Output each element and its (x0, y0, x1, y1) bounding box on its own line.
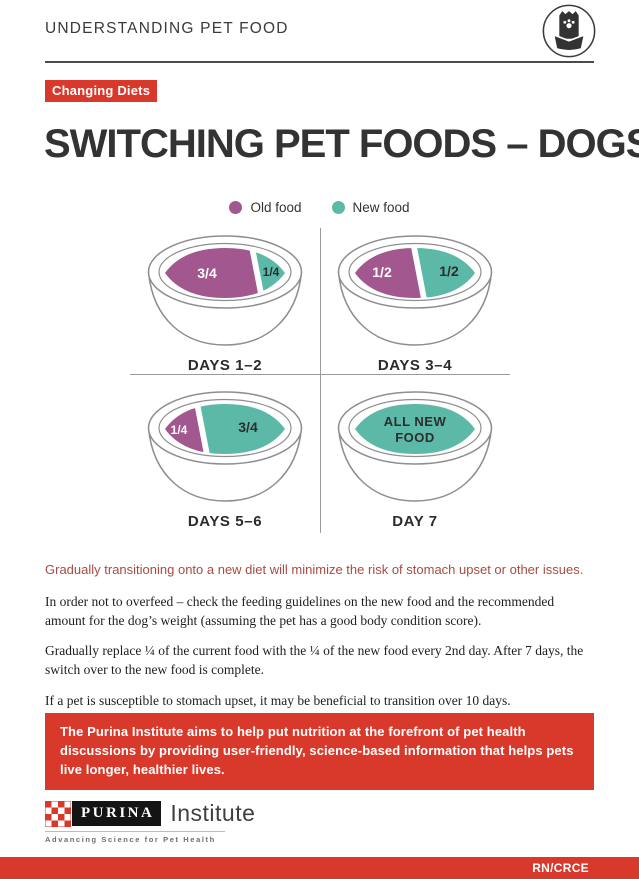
legend-item-new-food: New food (331, 200, 410, 215)
bowl-label: DAYS 3–4 (377, 357, 453, 374)
bowl-illustration: ALL NEW FOOD (337, 391, 493, 502)
purina-institute-callout: The Purina Institute aims to help put nu… (45, 713, 594, 790)
fraction-new: 1/2 (439, 263, 459, 279)
purina-wordmark: PURINA (72, 801, 162, 826)
bowl-label: DAYS 5–6 (187, 513, 263, 530)
body-paragraphs: In order not to overfeed – check the fee… (45, 592, 594, 721)
bowl-day-7: ALL NEW FOOD DAY 7 (320, 388, 510, 530)
category-badge: Changing Diets (45, 80, 158, 102)
legend-label: Old food (250, 200, 302, 215)
bowl-illustration: 1/4 3/4 (147, 391, 303, 502)
bowl-label: DAY 7 (392, 513, 438, 530)
legend-item-old-food: Old food (229, 200, 302, 215)
purina-checkerboard-icon (45, 800, 71, 827)
bowl-illustration: 1/2 1/2 (337, 235, 493, 346)
bowl-label: DAYS 1–2 (187, 357, 263, 374)
legend-label: New food (352, 200, 410, 215)
fraction-old: 1/4 (171, 423, 188, 437)
header-divider (45, 61, 594, 63)
fraction-new: 1/4 (263, 265, 280, 279)
fraction-old: 3/4 (197, 265, 217, 281)
footer-code: RN/CRCE (532, 861, 589, 875)
bowl-illustration: 3/4 1/4 (147, 235, 303, 346)
pet-food-bag-and-bowl-icon (542, 4, 596, 58)
logo-tagline: Advancing Science for Pet Health (45, 835, 216, 844)
logo-divider (45, 831, 225, 832)
lead-sentence: Gradually transitioning onto a new diet … (45, 562, 584, 577)
page-title: SWITCHING PET FOODS – DOGS (44, 122, 639, 166)
bowl-diagram: 3/4 1/4 DAYS 1–2 1/2 1/2 DAYS 3–4 (130, 228, 510, 533)
paragraph: If a pet is susceptible to stomach upset… (45, 692, 511, 708)
fraction-new: 3/4 (238, 419, 258, 435)
vertical-divider (319, 228, 321, 533)
institute-wordmark: Institute (170, 800, 256, 826)
paragraph: Gradually replace ¼ of the current food … (45, 643, 584, 678)
bowl-days-3-4: 1/2 1/2 DAYS 3–4 (320, 232, 510, 374)
old-food-dot-icon (229, 201, 243, 214)
bowl-days-1-2: 3/4 1/4 DAYS 1–2 (130, 232, 320, 374)
footer-bar: RN/CRCE (0, 857, 639, 879)
paragraph: In order not to overfeed – check the fee… (45, 594, 555, 629)
all-new-food-line2: FOOD (395, 430, 435, 445)
header-title: UNDERSTANDING PET FOOD (45, 20, 289, 37)
fraction-old: 1/2 (372, 264, 392, 280)
legend: Old food New food (0, 200, 639, 215)
purina-institute-logo: PURINA Institute Advancing Science for P… (45, 800, 255, 844)
new-food-dot-icon (331, 201, 345, 214)
bowl-days-5-6: 1/4 3/4 DAYS 5–6 (130, 388, 320, 530)
horizontal-divider (130, 374, 510, 375)
all-new-food-line1: ALL NEW (384, 414, 447, 429)
